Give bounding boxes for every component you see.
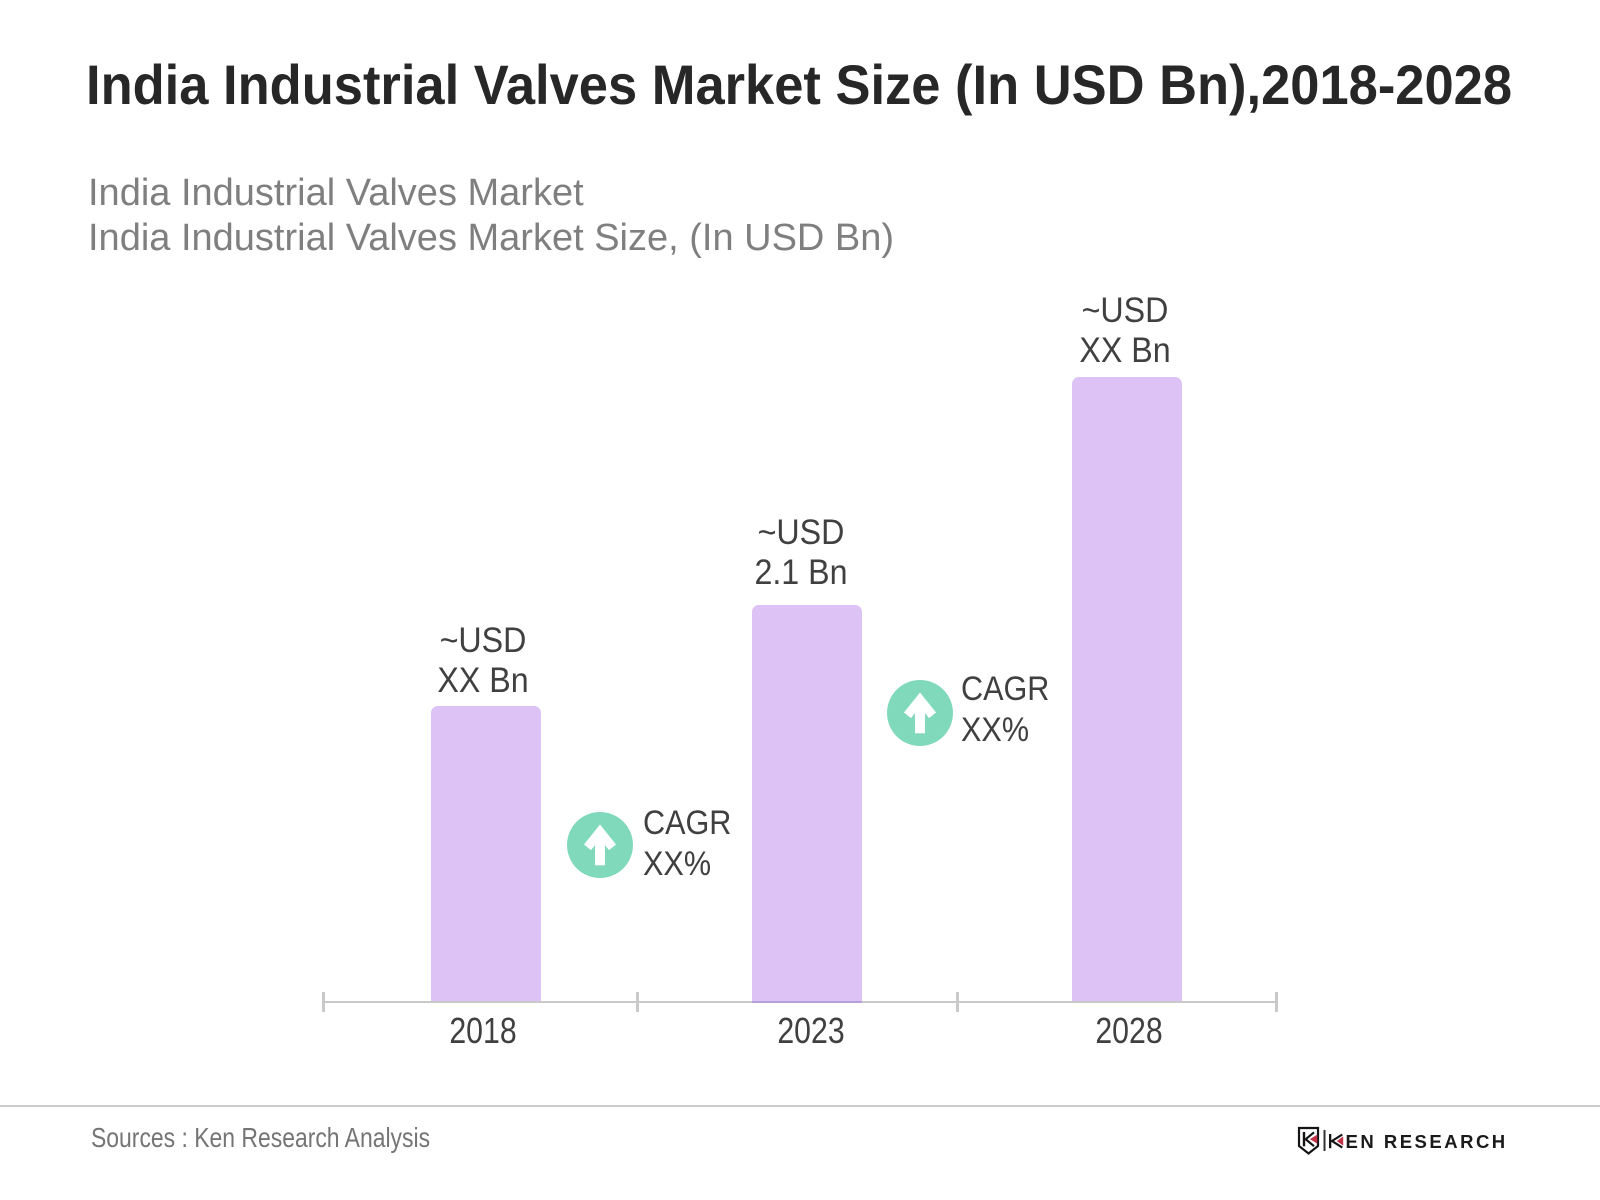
svg-text:EN RESEARCH: EN RESEARCH [1346, 1131, 1508, 1152]
